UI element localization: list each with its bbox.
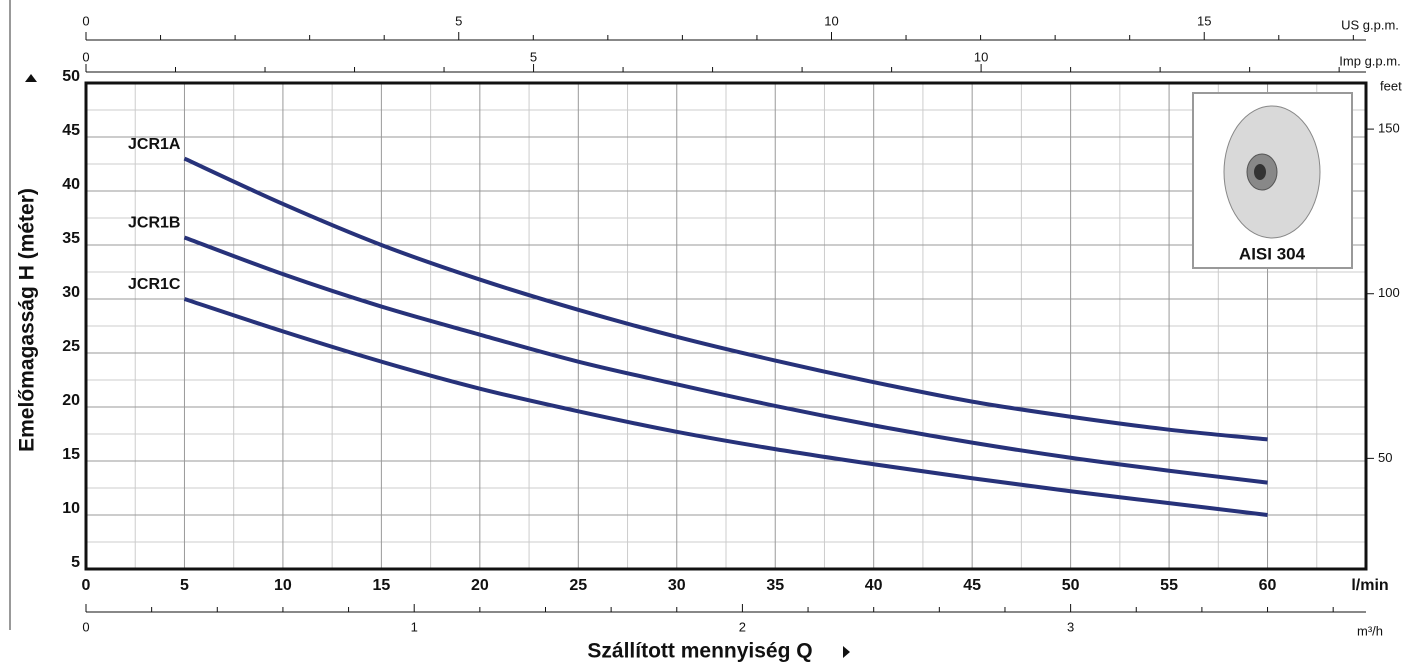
secondary-tick-label: 10 — [824, 13, 838, 28]
curve — [183, 156, 1268, 442]
x-tick-label: 20 — [471, 577, 489, 594]
secondary-unit: Imp g.p.m. — [1339, 53, 1400, 68]
series-label: JCR1C — [128, 276, 181, 293]
secondary-tick-label: 10 — [974, 49, 988, 64]
y-tick-label: 20 — [62, 392, 80, 409]
y-axis-title: Emelőmagasság H (méter) — [16, 188, 39, 452]
x-tick-label: 5 — [180, 577, 189, 594]
y2-tick-label: 100 — [1378, 285, 1400, 300]
y-tick-label: 5 — [71, 554, 80, 571]
secondary-tick-label: 15 — [1197, 13, 1211, 28]
x-tick-label: 40 — [865, 577, 883, 594]
secondary-unit: m³/h — [1357, 623, 1383, 638]
y-tick-label: 40 — [62, 176, 80, 193]
series-label: JCR1A — [128, 136, 181, 153]
y-tick-label: 25 — [62, 338, 80, 355]
x-tick-label: 0 — [82, 577, 91, 594]
secondary-tick-label: 0 — [82, 49, 89, 64]
y-tick-label: 35 — [62, 230, 80, 247]
x-tick-label: 35 — [766, 577, 784, 594]
x-tick-label: 45 — [963, 577, 981, 594]
secondary-tick-label: 2 — [739, 619, 746, 634]
x-tick-label: 10 — [274, 577, 292, 594]
inset-label: AISI 304 — [1239, 244, 1306, 263]
x-tick-label: 55 — [1160, 577, 1178, 594]
series-label: JCR1B — [128, 215, 180, 232]
plot-border — [84, 81, 1368, 571]
y2-tick-label: 50 — [1378, 450, 1392, 465]
x-tick-label: 50 — [1062, 577, 1080, 594]
x-tick-label: 30 — [668, 577, 686, 594]
y-tick-label: 10 — [62, 500, 80, 517]
y-tick-label: 15 — [62, 446, 80, 463]
y-tick-label: 30 — [62, 284, 80, 301]
y2-tick-label: 150 — [1378, 121, 1400, 136]
x-unit: l/min — [1351, 577, 1388, 594]
curve — [183, 235, 1268, 485]
secondary-tick-label: 0 — [82, 13, 89, 28]
arrow — [843, 646, 850, 658]
secondary-tick-label: 1 — [411, 619, 418, 634]
x-tick-label: 15 — [372, 577, 390, 594]
x-axis-title: Szállított mennyiség Q — [587, 640, 812, 663]
curve — [183, 297, 1268, 517]
y-tick-label: 45 — [62, 122, 80, 139]
secondary-tick-label: 5 — [530, 49, 537, 64]
secondary-tick-label: 3 — [1067, 619, 1074, 634]
y-tick-label: 50 — [62, 68, 80, 85]
secondary-tick-label: 0 — [82, 619, 89, 634]
secondary-tick-label: 5 — [455, 13, 462, 28]
x-tick-label: 60 — [1259, 577, 1277, 594]
secondary-unit: US g.p.m. — [1341, 17, 1399, 32]
impeller-bore — [1254, 164, 1266, 180]
y2-unit: feet — [1380, 78, 1402, 93]
arrow — [25, 74, 37, 82]
x-tick-label: 25 — [569, 577, 587, 594]
